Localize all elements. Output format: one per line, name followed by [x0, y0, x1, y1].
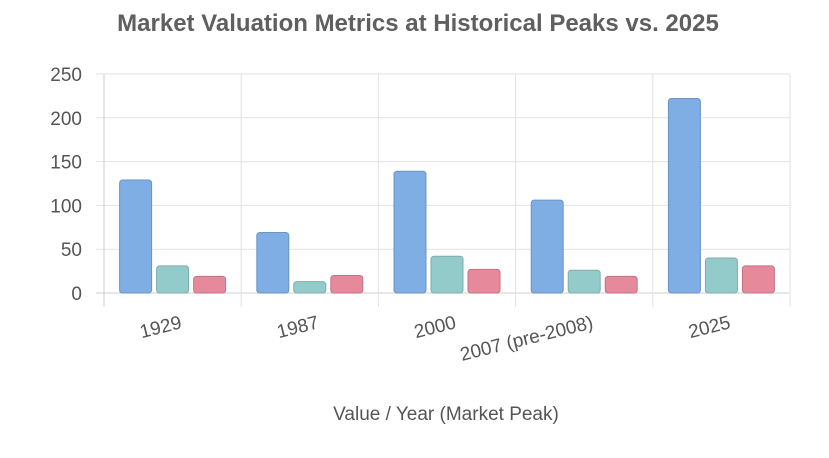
- x-tick-label: 1987: [275, 312, 321, 343]
- y-tick-label: 250: [50, 65, 82, 86]
- grid-lines: [96, 73, 791, 307]
- bar-2-2000: [430, 255, 464, 294]
- bar-2-1929: [156, 265, 190, 294]
- y-tick-label: 0: [71, 284, 82, 305]
- bar-1-2000: [393, 170, 427, 294]
- y-axis-ticks: 0 50 100 150 200 250: [50, 65, 82, 305]
- bar-3-2007-pre-2008-: [604, 275, 638, 294]
- bar-1-2007-pre-2008-: [530, 199, 564, 294]
- x-axis-title: Value / Year (Market Peak): [333, 404, 559, 425]
- y-tick-label: 50: [61, 240, 82, 261]
- y-tick-label: 200: [50, 109, 82, 130]
- bar-1-1987: [256, 232, 290, 294]
- bars: [119, 98, 775, 294]
- x-tick-label: 2025: [687, 312, 733, 343]
- x-tick-label: 2007 (pre-2008): [458, 312, 595, 365]
- y-tick-label: 100: [50, 196, 82, 217]
- bar-3-1929: [193, 275, 227, 294]
- bar-3-1987: [330, 274, 364, 294]
- bar-3-2025: [741, 265, 775, 294]
- bar-2-2007-pre-2008-: [567, 269, 601, 294]
- chart-title: Market Valuation Metrics at Historical P…: [117, 10, 719, 37]
- x-tick-label: 1929: [138, 312, 184, 343]
- bar-2-2025: [704, 257, 738, 294]
- bar-2-1987: [293, 281, 327, 294]
- x-tick-label: 2000: [412, 312, 458, 343]
- x-axis-ticks: 1929 1987 2000 2007 (pre-2008) 2025: [138, 312, 733, 365]
- bar-1-2025: [667, 98, 701, 294]
- y-tick-label: 150: [50, 153, 82, 174]
- bar-3-2000: [467, 268, 501, 294]
- bar-1-1929: [119, 179, 153, 294]
